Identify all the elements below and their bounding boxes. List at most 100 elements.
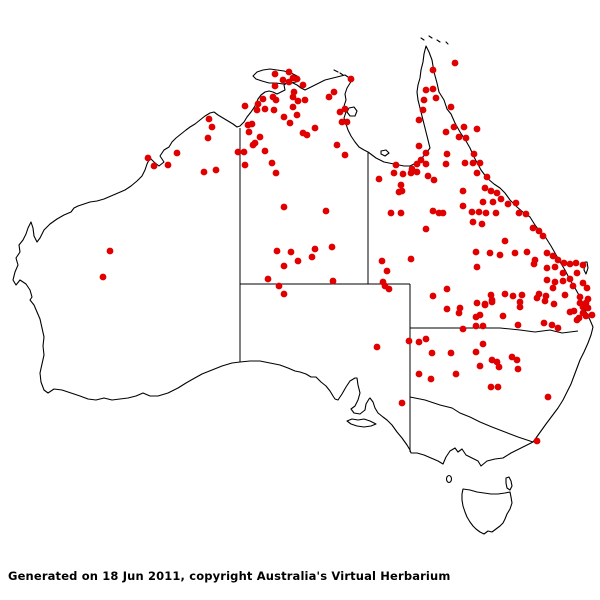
nsw-vic-border-line [409, 396, 534, 443]
occurrence-dot [443, 285, 451, 293]
occurrence-dot [478, 220, 486, 228]
occurrence-dot [293, 75, 301, 83]
occurrence-dot [530, 260, 538, 268]
occurrence-dot [261, 105, 269, 113]
occurrence-dot [275, 282, 283, 290]
occurrence-dot [443, 305, 451, 313]
occurrence-dot [273, 247, 281, 255]
occurrence-dot [472, 322, 480, 330]
occurrence-dot [573, 316, 581, 324]
occurrence-dot [516, 303, 524, 311]
occurrence-dot [566, 275, 574, 283]
occurrence-dot [479, 322, 487, 330]
occurrence-dot [559, 277, 567, 285]
occurrence-dot [443, 150, 451, 158]
occurrence-dot [492, 209, 500, 217]
occurrence-dot [476, 159, 484, 167]
occurrence-dot [566, 308, 574, 316]
occurrence-dot [432, 94, 440, 102]
occurrence-dot [241, 161, 249, 169]
occurrence-dot [241, 102, 249, 110]
occurrence-dot [293, 111, 301, 119]
occurrence-dots [99, 59, 596, 445]
occurrence-dot [268, 159, 276, 167]
occurrence-dot [560, 259, 568, 267]
occurrence-dot [495, 363, 503, 371]
occurrence-dot [522, 210, 530, 218]
occurrence-dot [461, 159, 469, 167]
occurrence-dot [476, 362, 484, 370]
occurrence-dot [375, 175, 383, 183]
occurrence-dot [489, 198, 497, 206]
occurrence-dot [398, 399, 406, 407]
occurrence-dot [271, 82, 279, 90]
occurrence-dot [200, 168, 208, 176]
occurrence-dot [470, 150, 478, 158]
occurrence-dot [341, 151, 349, 159]
occurrence-dot [576, 293, 584, 301]
occurrence-dot [373, 343, 381, 351]
occurrence-dot [272, 96, 280, 104]
occurrence-dot [523, 248, 531, 256]
occurrence-dot [289, 103, 297, 111]
occurrence-dot [516, 298, 524, 306]
occurrence-dot [549, 252, 557, 260]
occurrence-dot [561, 291, 569, 299]
occurrence-dot [584, 304, 592, 312]
occurrence-dot [254, 100, 262, 108]
occurrence-dot [450, 123, 458, 131]
occurrence-dot [514, 321, 522, 329]
occurrence-dot [272, 169, 280, 177]
occurrence-dot [248, 120, 256, 128]
occurrence-dot [460, 123, 468, 131]
occurrence-dot [329, 277, 337, 285]
occurrence-dot [164, 161, 172, 169]
occurrence-dot [473, 125, 481, 133]
occurrence-dot [259, 95, 267, 103]
occurrence-dot [99, 273, 107, 281]
occurrence-dot [392, 161, 400, 169]
occurrence-dot [205, 115, 213, 123]
occurrence-dot [261, 147, 269, 155]
occurrence-dot [294, 257, 302, 265]
qld-nsw-border-line [410, 327, 579, 334]
occurrence-dot [280, 262, 288, 270]
occurrence-dot [554, 256, 562, 264]
occurrence-dot [455, 309, 463, 317]
coastline [12, 35, 594, 535]
occurrence-dot [459, 187, 467, 195]
occurrence-dot [333, 141, 341, 149]
groote-eylandt-outline [346, 106, 358, 117]
occurrence-dot [482, 209, 490, 217]
occurrence-dot [415, 116, 423, 124]
occurrence-dot [303, 131, 311, 139]
occurrence-dot [212, 166, 220, 174]
occurrence-dot [473, 299, 481, 307]
occurrence-dot [514, 365, 522, 373]
occurrence-dot [452, 370, 460, 378]
mornington-island-outline [380, 149, 390, 157]
occurrence-dot [429, 292, 437, 300]
occurrence-dot [535, 227, 543, 235]
occurrence-dot [487, 383, 495, 391]
occurrence-dot [280, 290, 288, 298]
occurrence-dot [383, 267, 391, 275]
occurrence-dot [540, 319, 548, 327]
occurrence-dot [325, 93, 333, 101]
occurrence-dot [338, 118, 346, 126]
occurrence-dot [422, 335, 430, 343]
occurrence-dot [543, 264, 551, 272]
occurrence-dot [419, 106, 427, 114]
wessel-islands-marks [333, 69, 344, 76]
king-island-outline [445, 474, 453, 484]
occurrence-dot [415, 370, 423, 378]
occurrence-dot [413, 168, 421, 176]
occurrence-dot [379, 278, 387, 286]
occurrence-dot [387, 209, 395, 217]
occurrence-dot [573, 269, 581, 277]
occurrence-dot [150, 162, 158, 170]
occurrence-dot [499, 312, 507, 320]
occurrence-dot [240, 148, 248, 156]
occurrence-dot [285, 78, 293, 86]
